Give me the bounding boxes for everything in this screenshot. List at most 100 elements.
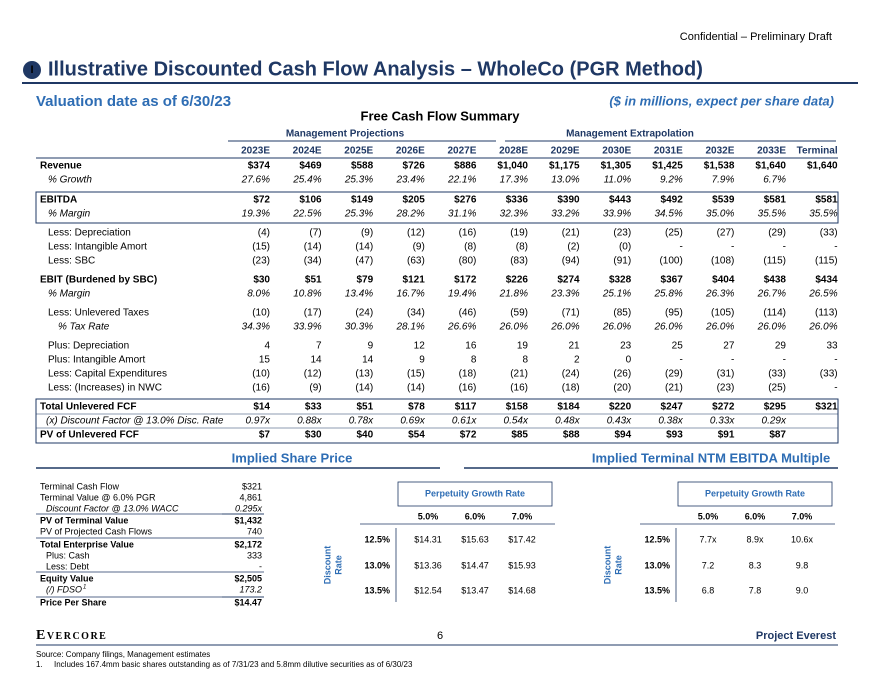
cell-value: - (834, 383, 837, 394)
cell-value: $1,175 (549, 161, 580, 172)
cell-value: $434 (815, 275, 838, 286)
cell-value: 29 (775, 341, 787, 352)
cell-value: (18) (459, 369, 477, 380)
sensitivity-row-label: 12.5% (364, 534, 390, 544)
cell-value: 19.3% (242, 209, 270, 220)
cell-value: (85) (613, 308, 631, 319)
sensitivity-column: 6.0% (745, 511, 766, 521)
cell-value: 0 (626, 355, 632, 366)
cell-value: $328 (609, 275, 632, 286)
cell-value: (14) (304, 242, 322, 253)
row-label: Less: (Increases) in NWC (48, 383, 162, 394)
cell-value: (113) (815, 308, 838, 319)
sensitivity-value: 6.8 (702, 585, 715, 595)
cell-value: 19 (517, 341, 529, 352)
cell-value: $367 (661, 275, 684, 286)
row-value: 4,861 (239, 492, 262, 502)
cell-value: (15) (252, 242, 270, 253)
sensitivity-value: 8.3 (749, 560, 762, 570)
row-label: Discount Factor @ 13.0% WACC (46, 503, 179, 513)
cell-value: 35.5% (758, 209, 786, 220)
cell-value: (16) (510, 383, 528, 394)
cell-value: 26.7% (757, 289, 786, 300)
cell-value: $51 (357, 402, 374, 413)
row-axis-label: Rate (613, 555, 623, 575)
cell-value: $438 (764, 275, 787, 286)
row-label: Revenue (40, 161, 82, 172)
cell-value: 19.4% (448, 289, 476, 300)
cell-value: (108) (711, 256, 734, 267)
cell-value: (71) (562, 308, 580, 319)
units-note: ($ in millions, expect per share data) (609, 93, 834, 108)
cell-value: 0.78x (349, 416, 374, 427)
cell-value: $443 (609, 195, 632, 206)
cell-value: $390 (557, 195, 580, 206)
cell-value: 26.0% (808, 322, 837, 333)
cell-value: 0.38x (658, 416, 683, 427)
sensitivity-title-box (397, 481, 553, 507)
cell-value: (12) (304, 369, 322, 380)
cell-value: (24) (355, 308, 373, 319)
cell-value: (26) (613, 369, 631, 380)
cell-value: 28.2% (395, 209, 424, 220)
cell-value: 0.48x (555, 416, 580, 427)
footnote-number: 1. (36, 660, 43, 669)
cell-value: $184 (557, 402, 580, 413)
column-header: 2024E (293, 146, 322, 157)
cell-value: (24) (562, 369, 580, 380)
confidential-label: Confidential – Preliminary Draft (680, 31, 832, 43)
cell-value: $106 (299, 195, 322, 206)
cell-value: 26.6% (447, 322, 476, 333)
cell-value: $158 (506, 402, 529, 413)
cell-value: $91 (718, 430, 735, 441)
cell-value: (114) (763, 308, 786, 319)
row-label: % Growth (48, 175, 92, 186)
cell-value: (31) (717, 369, 735, 380)
column-header: 2025E (344, 146, 373, 157)
row-label: Less: Intangible Amort (48, 242, 147, 253)
footnote-ref: 1 (83, 585, 86, 591)
cell-value: - (731, 242, 734, 253)
sensitivity-value: $14.31 (414, 534, 442, 544)
column-header: 2032E (705, 146, 734, 157)
sensitivity-value: 9.8 (796, 560, 809, 570)
row-label: Plus: Cash (46, 550, 90, 560)
cell-value: - (679, 242, 682, 253)
content: Confidential – Preliminary Draft I Illustr… (30, 31, 838, 669)
cell-value: (14) (355, 242, 373, 253)
cell-value: 21.8% (499, 289, 528, 300)
cell-value: (83) (510, 256, 528, 267)
cell-value: $85 (511, 430, 528, 441)
row-label: (/) FDSO (46, 584, 82, 594)
cell-value: (33) (820, 369, 838, 380)
cell-value: 0.29x (762, 416, 787, 427)
cell-value: $121 (403, 275, 426, 286)
cell-value: 9 (419, 355, 425, 366)
sensitivity-row-label: 13.5% (364, 585, 390, 595)
cell-value: 34.3% (242, 322, 270, 333)
cell-value: 34.5% (654, 209, 682, 220)
cell-value: (29) (665, 369, 683, 380)
cell-value: $117 (455, 402, 477, 413)
cell-value: $1,640 (755, 161, 786, 172)
cell-value: $581 (764, 195, 787, 206)
row-label: % Margin (48, 209, 91, 220)
cell-value: $1,538 (704, 161, 735, 172)
cell-value: 26.3% (705, 289, 734, 300)
sensitivity-value: 7.7x (699, 534, 717, 544)
sensitivity-value: 9.0 (796, 585, 809, 595)
cell-value: (10) (252, 369, 270, 380)
table-title: Free Cash Flow Summary (361, 108, 521, 123)
row-value: 173.2 (239, 584, 262, 594)
cell-value: $79 (357, 275, 374, 286)
cell-value: $93 (666, 430, 683, 441)
cell-value: (63) (407, 256, 425, 267)
cell-value: (34) (407, 308, 425, 319)
source-note: Source: Company filings, Management esti… (36, 650, 210, 659)
cell-value: $149 (351, 195, 374, 206)
sensitivity-value: $14.68 (508, 585, 536, 595)
row-label: EBITDA (40, 195, 77, 206)
cell-value: $404 (712, 275, 735, 286)
cell-value: - (834, 355, 837, 366)
cell-value: - (679, 355, 682, 366)
